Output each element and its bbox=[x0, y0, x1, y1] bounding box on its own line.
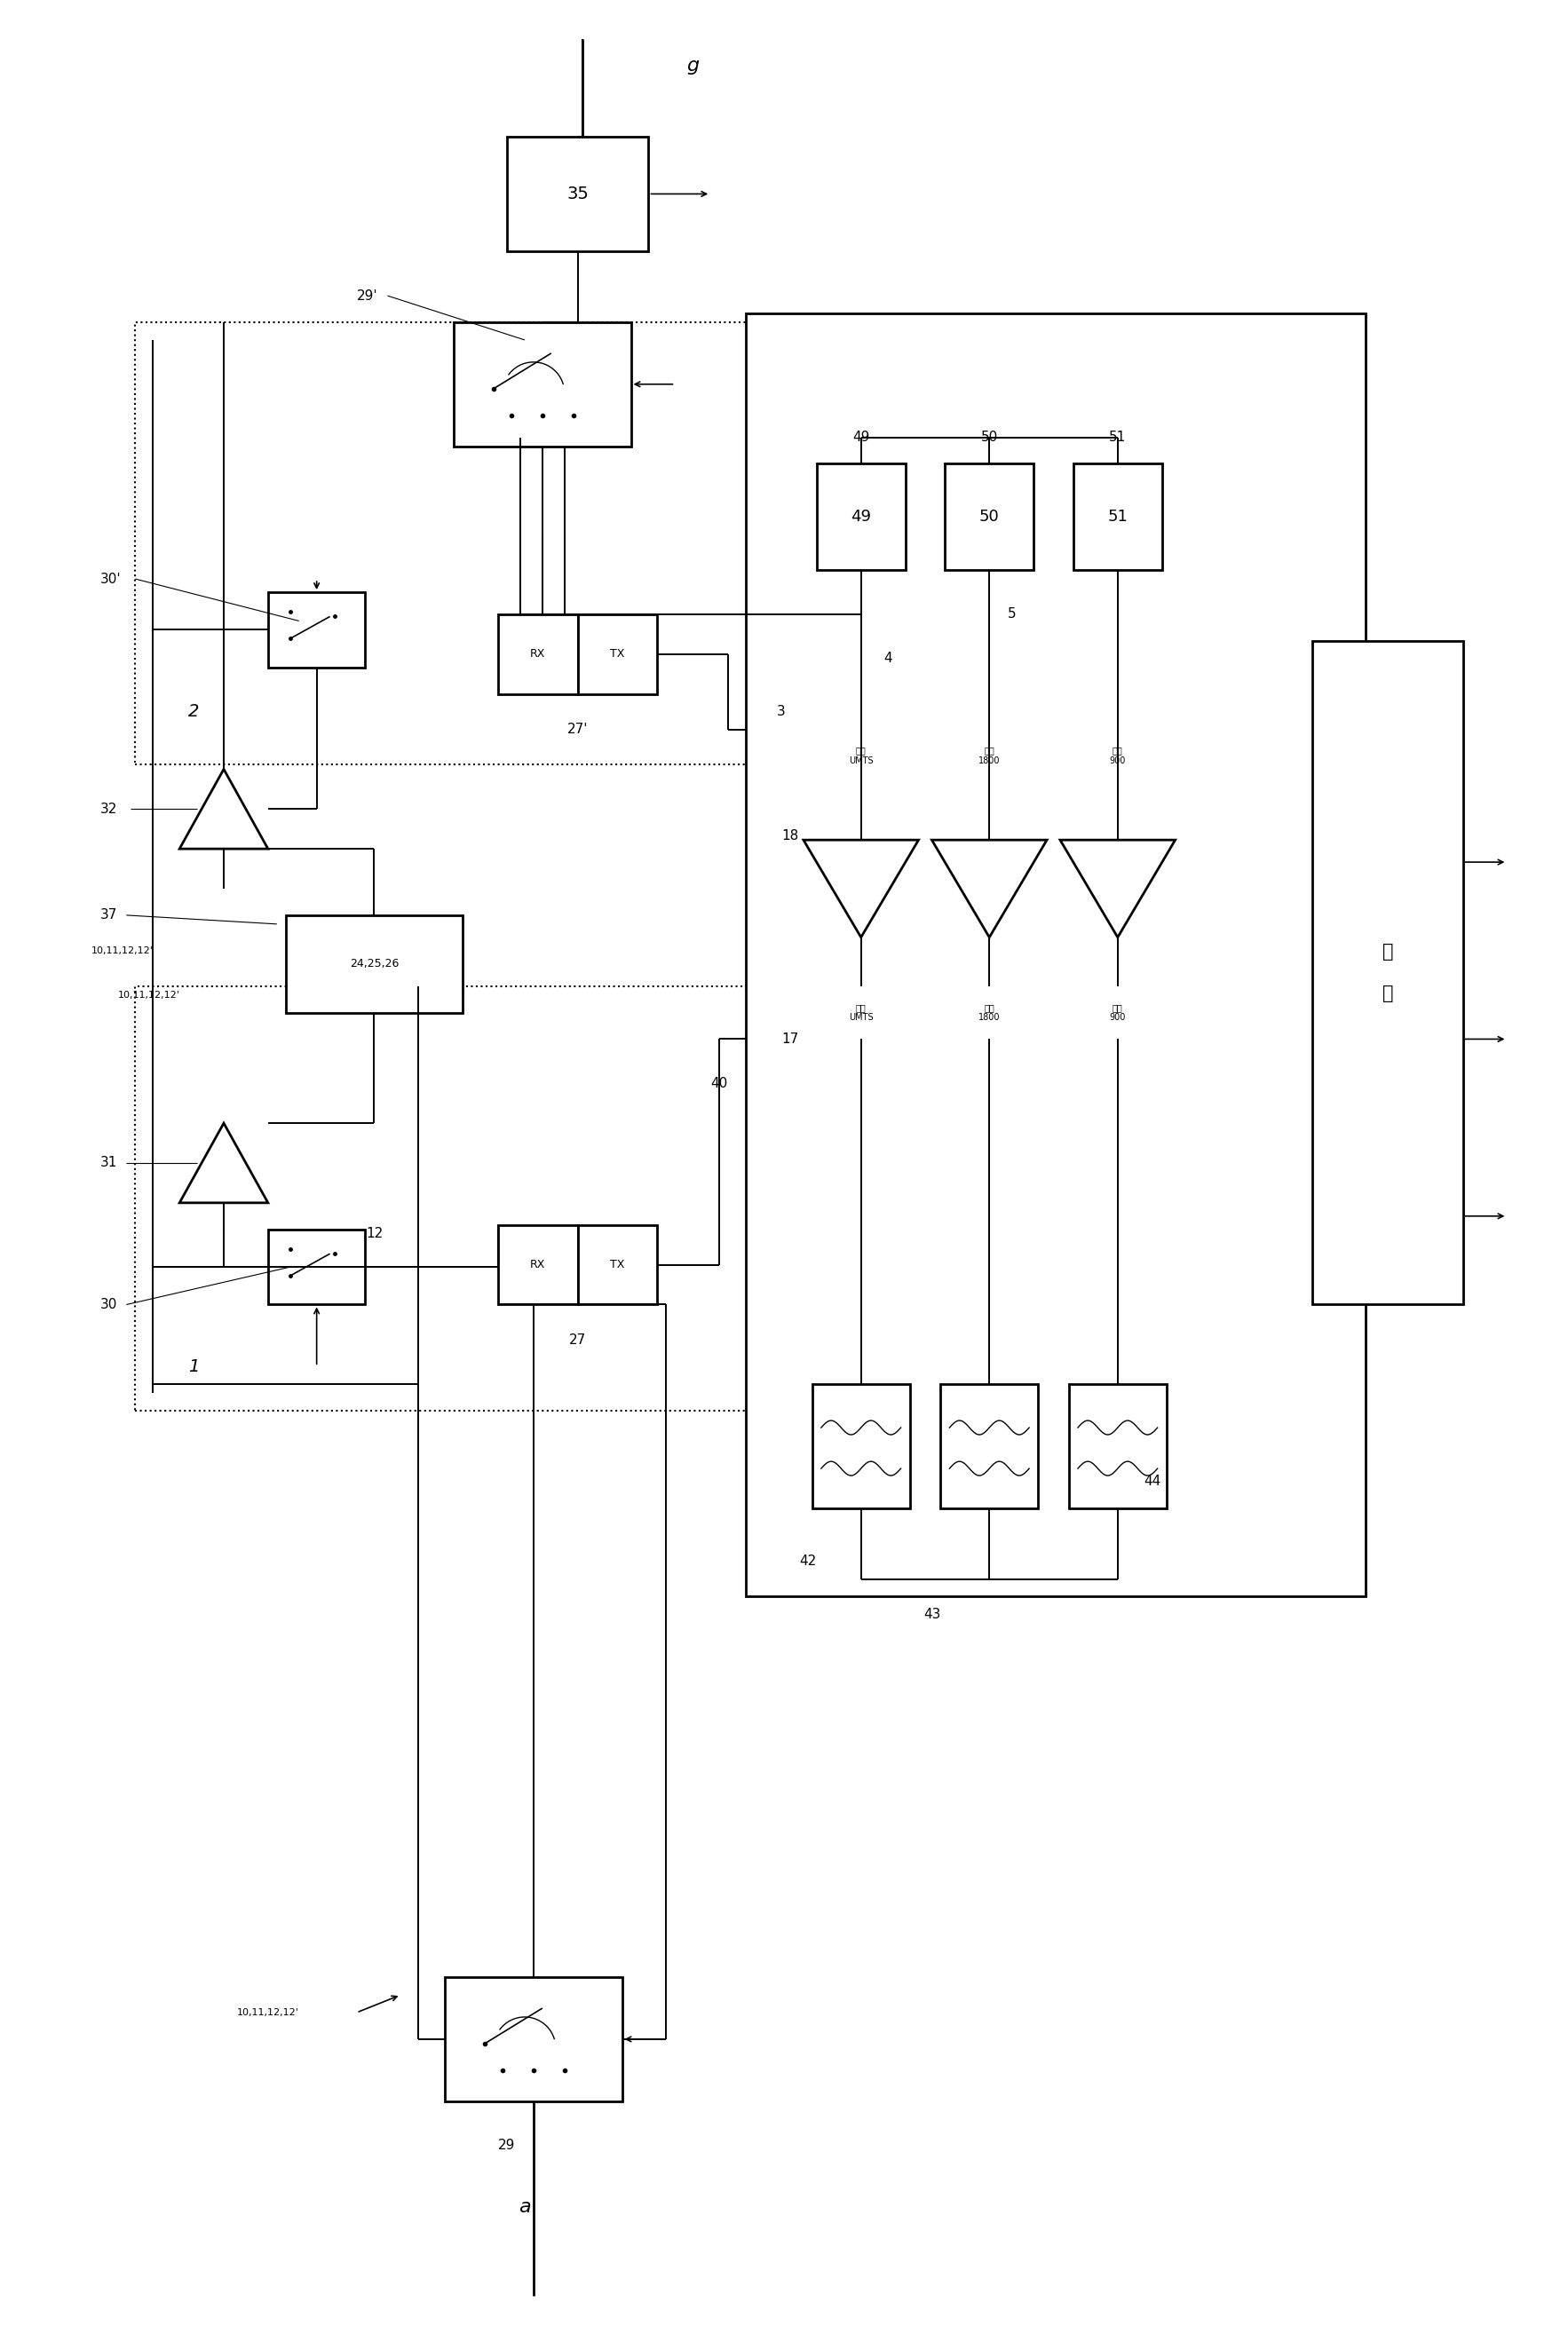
Text: 49: 49 bbox=[853, 430, 870, 444]
Text: 1: 1 bbox=[188, 1358, 199, 1375]
Text: 30': 30' bbox=[100, 572, 121, 586]
Text: 27: 27 bbox=[569, 1333, 586, 1347]
Bar bbox=[577, 614, 657, 693]
Bar bbox=[1312, 642, 1463, 1305]
Text: 输出
UMTS: 输出 UMTS bbox=[848, 1003, 873, 1021]
Text: RX: RX bbox=[530, 649, 546, 661]
Text: 10,11,12,12': 10,11,12,12' bbox=[118, 991, 180, 1000]
Text: 51: 51 bbox=[1107, 509, 1127, 526]
Text: 51: 51 bbox=[1109, 430, 1126, 444]
Text: 5: 5 bbox=[1007, 607, 1016, 621]
Text: 18: 18 bbox=[781, 828, 798, 842]
Bar bbox=[499, 1226, 577, 1305]
Text: 50: 50 bbox=[982, 430, 997, 444]
Text: 35: 35 bbox=[566, 186, 590, 202]
Text: RX: RX bbox=[530, 1258, 546, 1270]
Bar bbox=[1074, 463, 1162, 570]
Text: 42: 42 bbox=[800, 1554, 815, 1568]
Bar bbox=[135, 323, 861, 765]
Bar bbox=[499, 614, 577, 693]
Text: 30: 30 bbox=[100, 1298, 118, 1312]
Text: 50: 50 bbox=[980, 509, 999, 526]
Text: TX: TX bbox=[610, 649, 626, 661]
Text: 输出
900: 输出 900 bbox=[1110, 1003, 1126, 1021]
Bar bbox=[453, 323, 630, 447]
Bar bbox=[946, 463, 1033, 570]
Bar bbox=[817, 463, 905, 570]
Text: 10,11,12,12': 10,11,12,12' bbox=[91, 947, 154, 956]
Text: 10,11,12,12': 10,11,12,12' bbox=[237, 2007, 299, 2017]
Text: 输入
900: 输入 900 bbox=[1110, 747, 1126, 765]
Text: 29: 29 bbox=[499, 2138, 516, 2152]
Bar bbox=[506, 137, 649, 251]
Text: 24,25,26: 24,25,26 bbox=[350, 958, 398, 970]
Text: 输入
1800: 输入 1800 bbox=[978, 747, 1000, 765]
Text: 44: 44 bbox=[1145, 1475, 1162, 1489]
Bar bbox=[445, 1977, 622, 2100]
Bar bbox=[268, 1230, 365, 1305]
Bar bbox=[941, 1384, 1038, 1507]
Text: 29': 29' bbox=[356, 288, 378, 302]
Text: 27': 27' bbox=[568, 723, 588, 735]
Text: 4: 4 bbox=[883, 651, 892, 665]
Text: 49: 49 bbox=[851, 509, 872, 526]
Bar bbox=[285, 914, 463, 1012]
Text: 2: 2 bbox=[188, 702, 199, 721]
Bar bbox=[577, 1226, 657, 1305]
Text: 32: 32 bbox=[100, 802, 118, 816]
Text: g: g bbox=[687, 56, 699, 74]
Text: 输出
1800: 输出 1800 bbox=[978, 1003, 1000, 1021]
Bar bbox=[812, 1384, 909, 1507]
Text: 17: 17 bbox=[781, 1033, 798, 1047]
Text: TX: TX bbox=[610, 1258, 626, 1270]
Text: 3: 3 bbox=[778, 705, 786, 719]
Text: 偏

置: 偏 置 bbox=[1381, 944, 1394, 1003]
Bar bbox=[1069, 1384, 1167, 1507]
Text: 40: 40 bbox=[710, 1077, 728, 1091]
Text: a: a bbox=[519, 2198, 530, 2217]
Text: 43: 43 bbox=[924, 1607, 941, 1621]
Text: 31: 31 bbox=[100, 1156, 118, 1170]
Text: 37: 37 bbox=[100, 909, 118, 921]
Bar bbox=[135, 986, 861, 1412]
Bar bbox=[746, 314, 1366, 1596]
Text: 输入
UMTS: 输入 UMTS bbox=[848, 747, 873, 765]
Bar bbox=[268, 593, 365, 668]
Text: 12: 12 bbox=[365, 1228, 383, 1240]
